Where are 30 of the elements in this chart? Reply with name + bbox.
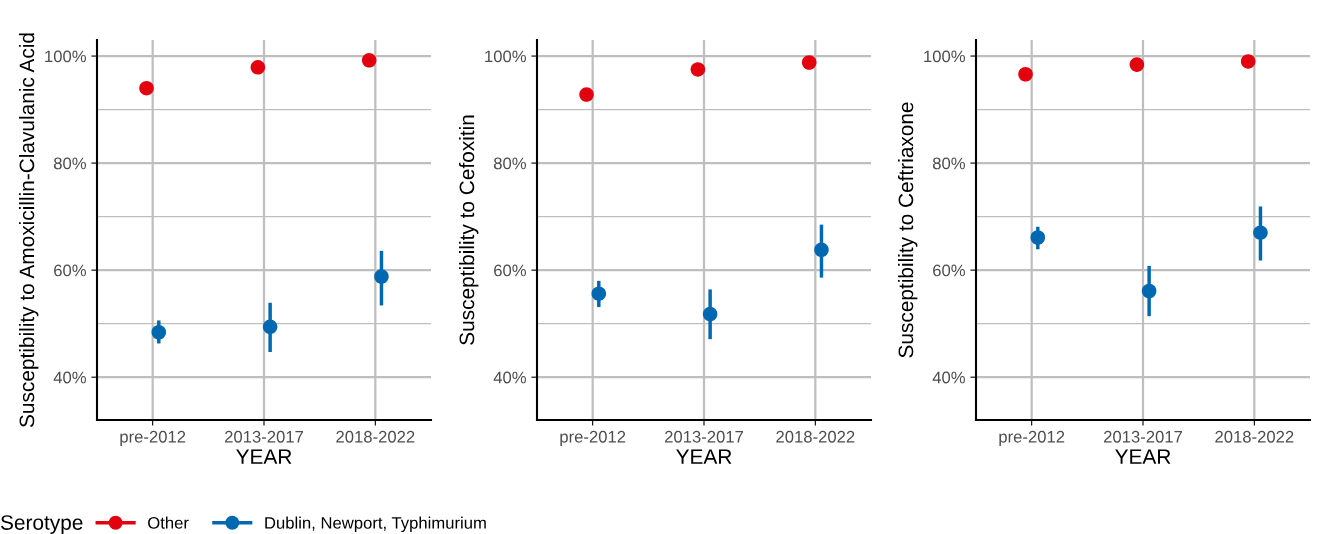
y-axis-title: Susceptibility to Cefoxitin	[458, 115, 479, 345]
x-tick-label: 2013-2017	[1103, 430, 1183, 443]
y-axis-title: Susceptibility to Amoxicillin-Clavulanic Acid	[18, 33, 39, 428]
y-tick-label: 40%	[53, 371, 86, 384]
x-tick-label: 2018-2022	[336, 430, 415, 443]
x-axis-title: YEAR	[1115, 449, 1171, 464]
x-tick-label: 2018-2022	[776, 430, 855, 443]
y-tick-label: 80%	[493, 157, 526, 170]
y-tick-label: 100%	[45, 50, 86, 63]
x-tick-label: 2013-2017	[224, 430, 304, 443]
y-axis-title: Susceptibility to Ceftriaxone	[897, 102, 918, 358]
y-tick-label: 100%	[924, 50, 965, 63]
legend-label: Dublin, Newport, Typhimurium	[265, 516, 486, 533]
x-tick-label: pre-2012	[120, 430, 186, 446]
y-tick-label: 60%	[54, 264, 86, 277]
legend-label: Other	[148, 516, 189, 529]
legend-title: Serotype	[0, 515, 83, 534]
x-axis-title: YEAR	[236, 449, 292, 464]
x-tick-label: pre-2012	[560, 430, 626, 446]
x-axis-title: YEAR	[676, 449, 732, 464]
y-tick-label: 80%	[53, 157, 86, 170]
x-tick-label: 2013-2017	[664, 430, 744, 443]
x-tick-label: 2018-2022	[1215, 430, 1294, 443]
y-tick-label: 40%	[932, 371, 965, 384]
y-tick-label: 80%	[932, 157, 965, 170]
x-tick-label: pre-2012	[999, 430, 1065, 446]
y-tick-label: 40%	[493, 371, 526, 384]
y-tick-label: 60%	[494, 264, 526, 277]
y-tick-label: 100%	[485, 50, 526, 63]
y-tick-label: 60%	[933, 264, 965, 277]
